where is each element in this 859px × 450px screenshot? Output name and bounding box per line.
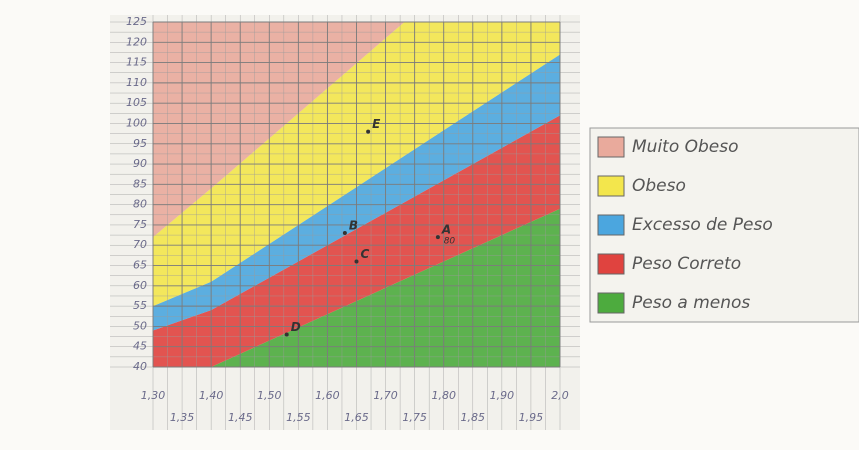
y-tick-label: 45: [133, 340, 147, 353]
x-tick-label: 1,80: [431, 389, 456, 402]
x-tick-label: 1,95: [519, 411, 544, 424]
y-tick-label: 65: [133, 259, 147, 272]
x-tick-label: 1,30: [141, 389, 166, 402]
data-point: [355, 259, 359, 263]
y-tick-label: 60: [133, 279, 147, 292]
x-tick-label: 1,70: [373, 389, 398, 402]
data-point: [343, 231, 347, 235]
y-tick-label: 40: [133, 360, 147, 373]
point-label: E: [372, 117, 381, 131]
legend-swatch: [598, 176, 624, 196]
x-tick-label: 1,50: [257, 389, 282, 402]
y-tick-label: 80: [133, 198, 147, 211]
point-label: A: [441, 223, 451, 237]
x-tick-label: 1,85: [461, 411, 486, 424]
y-tick-label: 90: [133, 157, 147, 170]
legend-swatch: [598, 293, 624, 313]
y-tick-label: 95: [133, 137, 147, 150]
point-label: C: [361, 247, 370, 261]
data-point: [366, 130, 370, 134]
legend-label: Obeso: [632, 176, 686, 196]
y-tick-label: 125: [126, 15, 147, 28]
y-tick-label: 70: [133, 238, 147, 251]
y-tick-label: 75: [133, 218, 147, 231]
legend-swatch: [598, 137, 624, 157]
data-point: [285, 333, 289, 337]
x-tick-label: 1,45: [228, 411, 253, 424]
legend-label: Muito Obeso: [632, 137, 739, 157]
legend-swatch: [598, 254, 624, 274]
y-tick-label: 115: [126, 56, 147, 69]
x-tick-label: 1,35: [170, 411, 195, 424]
legend-label: Peso a menos: [632, 293, 750, 313]
y-tick-label: 100: [126, 116, 147, 129]
y-tick-label: 110: [126, 76, 147, 89]
x-tick-label: 1,55: [286, 411, 311, 424]
point-label: B: [349, 219, 358, 233]
x-tick-label: 1,90: [490, 389, 515, 402]
x-tick-label: 1,65: [344, 411, 369, 424]
x-tick-label: 2,0: [551, 389, 569, 402]
annotation: 80: [444, 237, 456, 247]
data-point: [436, 235, 440, 239]
chart: 40 45 50 55 60 65 70 75 80 85 90 95 100 105 110 115 120 1…: [0, 0, 859, 450]
page: 40 45 50 55 60 65 70 75 80 85 90 95 100 105 110 115 120 1…: [0, 0, 859, 450]
y-tick-label: 120: [126, 35, 147, 48]
y-tick-label: 55: [133, 299, 147, 312]
legend-swatch: [598, 215, 624, 235]
legend-label: Excesso de Peso: [632, 215, 773, 235]
x-tick-label: 1,60: [315, 389, 340, 402]
legend-label: Peso Correto: [632, 254, 741, 274]
y-tick-label: 50: [133, 319, 147, 332]
x-tick-label: 1,40: [199, 389, 224, 402]
x-tick-label: 1,75: [402, 411, 427, 424]
y-tick-label: 85: [133, 177, 147, 190]
point-label: D: [291, 320, 301, 334]
y-tick-label: 105: [126, 96, 147, 109]
